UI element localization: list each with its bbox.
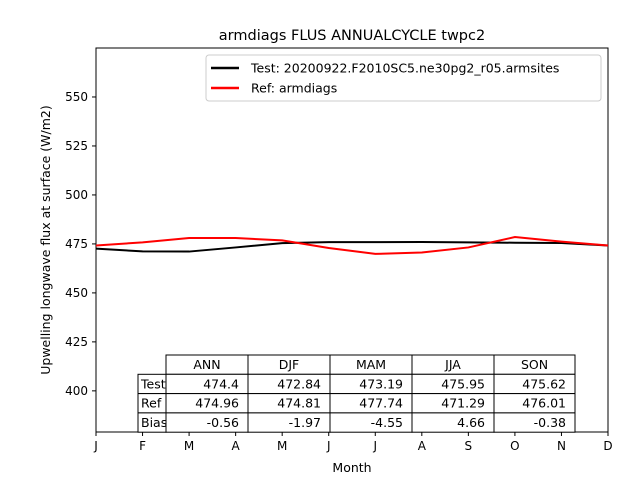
table-cell-value: 474.81 [277,396,321,411]
chart-title: armdiags FLUS ANNUALCYCLE twpc2 [219,28,485,44]
x-tick-label: A [418,439,427,453]
legend-label: Ref: armdiags [251,81,337,96]
table-header-label: MAM [356,357,386,372]
x-tick-label: F [139,439,146,453]
table-row-label: Test [140,376,166,391]
table-cell-value: 476.01 [522,396,566,411]
table-cell-value: 474.4 [203,376,239,391]
x-tick-label: S [465,439,473,453]
table-cell [493,412,576,433]
x-tick-label: J [372,439,377,453]
stats-table: ANN DJF MAM JJA SON Test 474.4 472.84 473.19 475.… [137,354,576,433]
table-header-label: SON [521,357,548,372]
x-tick-label: A [232,439,241,453]
x-axis-label: Month [332,460,371,475]
y-tick-label: 475 [65,237,88,251]
legend-label: Test: 20200922.F2010SC5.ne30pg2_r05.arms… [250,61,559,76]
table-cell-value: 471.29 [441,396,485,411]
table-cell-value: 472.84 [277,376,321,391]
table-cell-value: 477.74 [359,396,403,411]
table-row-label: Bias [141,415,167,430]
y-tick-label: 500 [65,188,88,202]
x-tick-label: M [184,439,194,453]
x-tick-label: N [557,439,566,453]
table-cell-value: 474.96 [195,396,239,411]
legend: Test: 20200922.F2010SC5.ne30pg2_r05.arms… [205,54,602,102]
y-tick-label: 450 [65,286,88,300]
table-cell-value: 475.62 [522,376,566,391]
series-lines [95,236,609,255]
table-cell-value: -0.38 [534,415,566,430]
table-header-label: JJA [444,357,461,372]
ref-series-line [95,236,609,255]
table-cell-value: -1.97 [289,415,321,430]
legend-box [205,54,602,102]
x-tick-label: O [510,439,519,453]
y-tick-label: 550 [65,90,88,104]
table-cell-value: 475.95 [441,376,485,391]
x-tick-label: J [93,439,98,453]
y-tick-label: 400 [65,384,88,398]
x-tick-label: D [603,439,612,453]
y-tick-label: 425 [65,335,88,349]
table-cell-value: 4.66 [457,415,485,430]
table-cell-value: 473.19 [359,376,403,391]
x-tick-label: J [326,439,331,453]
table-cell-value: -4.55 [371,415,403,430]
y-axis: 400 425 450 475 500 525 550 [65,90,96,398]
y-tick-label: 525 [65,139,88,153]
x-tick-label: M [277,439,287,453]
table-header-label: ANN [193,357,220,372]
table-header-label: DJF [279,357,300,372]
table-row-label: Ref [141,396,162,411]
table-cell-value: -0.56 [207,415,239,430]
test-series-line [95,240,609,253]
y-axis-label: Upwelling longwave flux at surface (W/m2… [38,105,53,375]
